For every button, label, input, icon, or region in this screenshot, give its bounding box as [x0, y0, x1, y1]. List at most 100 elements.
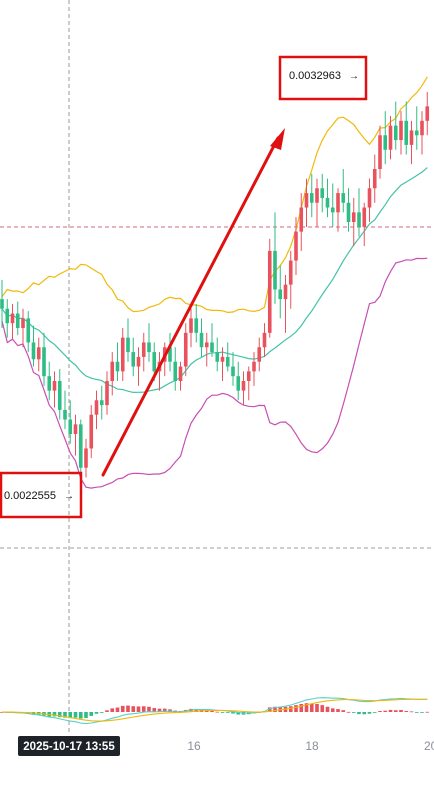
candle-body	[204, 342, 209, 348]
candle	[173, 347, 178, 391]
bb-upper-line	[1, 76, 428, 314]
candle	[21, 308, 25, 348]
candle	[388, 116, 393, 160]
candle	[199, 318, 204, 357]
candle-body	[409, 130, 414, 145]
candle	[31, 325, 36, 367]
macd-histogram-bar	[325, 706, 330, 712]
candle	[262, 323, 267, 357]
candle-body	[425, 106, 430, 121]
macd-histogram-bar	[89, 712, 94, 716]
candle-body	[94, 400, 99, 415]
candle	[183, 323, 188, 377]
macd-histogram-bar	[341, 710, 346, 712]
candle	[15, 301, 20, 336]
candle	[409, 120, 414, 165]
candle	[99, 385, 104, 420]
candle-body	[367, 188, 372, 208]
candle-body	[236, 376, 241, 391]
candle	[241, 371, 246, 406]
candle-body	[120, 337, 125, 372]
macd-dea-line	[1, 698, 428, 722]
candle-body	[315, 188, 319, 203]
macd-histogram-bar	[383, 710, 388, 712]
candle	[420, 111, 424, 155]
candle-body	[5, 308, 10, 324]
candle-body	[299, 207, 304, 232]
candle	[367, 178, 372, 222]
candle	[278, 265, 283, 319]
x-tick-label: 16	[187, 739, 201, 753]
candle-body	[404, 120, 409, 145]
candle-body	[147, 342, 151, 353]
macd-histogram-bar	[57, 712, 62, 718]
candle-body	[241, 381, 246, 391]
macd-histogram-bar	[420, 712, 424, 713]
candle-body	[288, 260, 293, 285]
candle	[346, 188, 351, 232]
macd-histogram-bar	[220, 712, 225, 713]
macd-histogram-bar	[210, 710, 214, 712]
candle-body	[199, 332, 204, 348]
candle	[372, 154, 377, 203]
candle	[330, 183, 335, 227]
candle	[120, 328, 125, 381]
candle-body	[283, 284, 288, 300]
candle	[231, 352, 235, 386]
candle-body	[63, 409, 67, 420]
candle-body	[357, 212, 361, 227]
candle	[68, 400, 73, 444]
macd-histogram-bar	[393, 710, 398, 712]
candle	[105, 371, 109, 415]
macd-histogram-bar	[315, 704, 319, 712]
candle-body	[257, 347, 262, 362]
candle	[131, 337, 136, 377]
candle	[89, 405, 94, 459]
candle	[320, 173, 325, 213]
candle	[351, 197, 356, 247]
macd-histogram-bar	[110, 708, 115, 712]
candle	[236, 361, 241, 401]
candle-body	[194, 318, 199, 333]
macd-histogram-bar	[351, 712, 356, 713]
candle	[215, 337, 220, 372]
candlestick-series	[0, 91, 430, 478]
candle	[10, 303, 15, 341]
candle-body	[378, 135, 382, 169]
candle-body	[36, 347, 41, 360]
candle-body	[215, 352, 220, 362]
macd-histogram-bar	[236, 712, 241, 715]
macd-histogram-bar	[126, 705, 130, 712]
candle-body	[252, 361, 256, 372]
candle-body	[31, 342, 36, 360]
candle-body	[52, 381, 57, 391]
candle	[246, 366, 251, 401]
candle	[393, 101, 398, 150]
candle-body	[15, 313, 20, 328]
candle-body	[115, 361, 120, 372]
macd-histogram-bar	[73, 712, 78, 718]
macd-histogram-bar	[288, 706, 293, 712]
macd-histogram-bar	[94, 712, 99, 714]
macd-histogram-bar	[388, 709, 393, 712]
candle-body	[152, 352, 157, 372]
candle	[52, 371, 57, 408]
macd-histogram-bar	[141, 706, 146, 712]
candle-body	[89, 414, 94, 449]
candle	[210, 323, 214, 357]
arrow-right-icon: →	[64, 491, 74, 502]
macd-histogram-bar	[147, 706, 151, 712]
macd-histogram-bar	[231, 712, 235, 714]
candle-body	[168, 347, 172, 362]
candle-body	[225, 356, 230, 367]
candle	[252, 352, 256, 386]
candle-body	[131, 352, 136, 367]
candle-body	[372, 169, 377, 189]
candle	[220, 347, 225, 381]
candle-body	[220, 356, 225, 362]
candle	[189, 308, 193, 348]
candle	[178, 361, 183, 391]
candle	[141, 332, 146, 372]
high-annotation-box	[278, 55, 368, 101]
candle-body	[141, 342, 146, 357]
